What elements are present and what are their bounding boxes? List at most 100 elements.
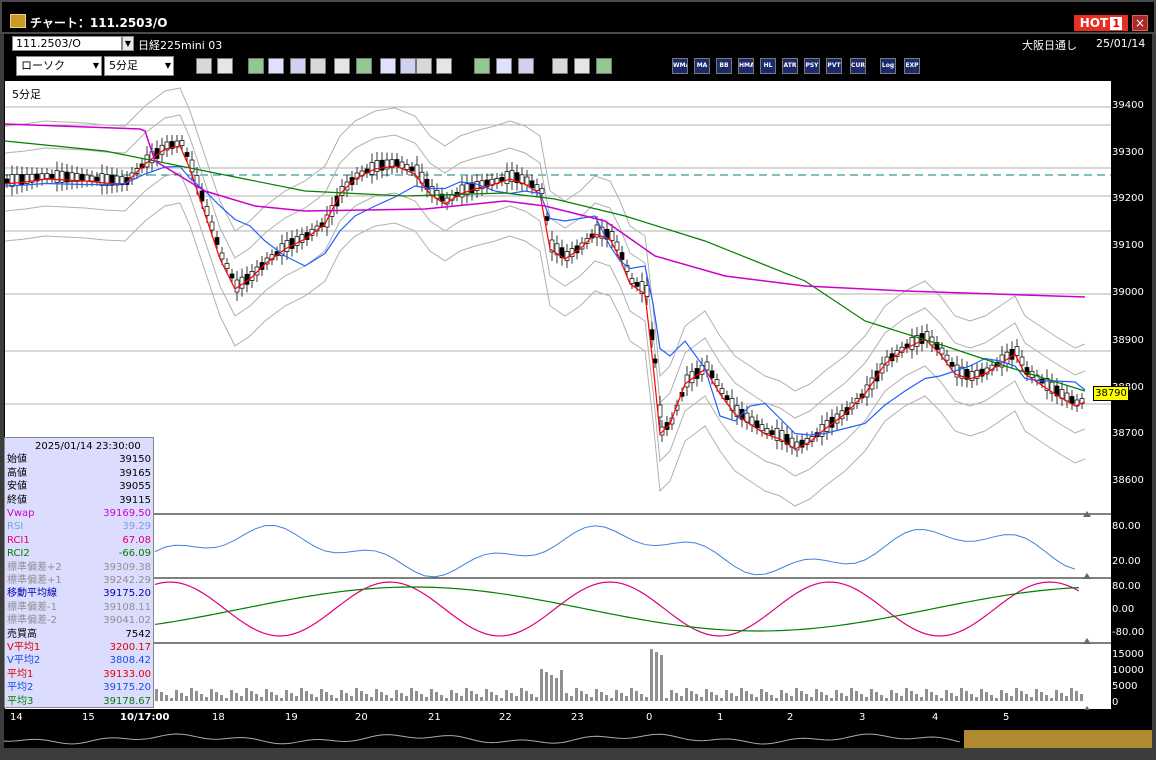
candle-body — [854, 398, 860, 404]
volume-bar — [245, 688, 248, 701]
volume-bar — [465, 688, 468, 701]
volume-bar — [370, 697, 373, 701]
candle-body — [619, 252, 625, 260]
candle-body — [624, 265, 630, 272]
chart-canvas[interactable] — [4, 81, 1113, 712]
volume-bar — [385, 695, 388, 701]
overview-scrollbar[interactable] — [3, 730, 1152, 748]
symbol-dropdown-icon[interactable]: ▼ — [122, 36, 134, 51]
compare-icon[interactable] — [574, 58, 590, 74]
candle-body — [179, 140, 185, 146]
indicator-button-bb[interactable]: BB — [716, 58, 732, 74]
indicator-button-ma[interactable]: MA — [694, 58, 710, 74]
data-row-key: 2025/01/14 23:30:00 — [35, 441, 141, 452]
candle-body — [724, 395, 730, 401]
volume-bar — [545, 672, 548, 701]
print-icon[interactable] — [310, 58, 326, 74]
rsi-tick-label: 80.00 — [1112, 521, 1141, 532]
volume-bar — [155, 689, 158, 701]
data-row: 標準偏差-2 39041.02 — [7, 614, 153, 627]
draw-icon[interactable] — [268, 58, 284, 74]
volume-bar — [405, 696, 408, 701]
candle-body — [464, 183, 470, 196]
volume-bar — [720, 698, 723, 701]
data-row-key: 始値 — [7, 454, 27, 466]
indicator-button-hl[interactable]: HL — [760, 58, 776, 74]
time-tick-label: 0 — [646, 712, 653, 723]
chart-window[interactable] — [4, 80, 1113, 712]
indicator-button-cur[interactable]: CUR — [850, 58, 866, 74]
indicator-button-pvt[interactable]: PVT — [826, 58, 842, 74]
trend-line-icon[interactable] — [248, 58, 264, 74]
volume-bar — [1075, 691, 1078, 701]
volume-bar — [1000, 690, 1003, 701]
zoom-in-icon[interactable] — [196, 58, 212, 74]
volume-bar — [225, 698, 228, 701]
delete-icon[interactable] — [334, 58, 350, 74]
close-button[interactable]: × — [1132, 15, 1148, 31]
data-row: 高値 39165 — [7, 467, 153, 480]
symbol-code-input[interactable]: 111.2503/O — [12, 36, 122, 51]
volume-bar — [810, 697, 813, 701]
volume-bar — [445, 698, 448, 701]
candle-body — [299, 234, 305, 243]
candle-body — [754, 420, 760, 429]
candle-body — [914, 335, 920, 347]
candle-body — [64, 171, 70, 183]
paint-icon[interactable] — [436, 58, 452, 74]
volume-bar — [555, 678, 558, 701]
indicator-button-atr[interactable]: ATR — [782, 58, 798, 74]
settings-icon[interactable] — [416, 58, 432, 74]
candle-body — [589, 233, 595, 239]
candle-body — [399, 161, 405, 169]
volume-bar — [700, 697, 703, 701]
chart-type-select[interactable]: ローソク ▼ — [16, 56, 102, 76]
candle-body — [294, 236, 300, 246]
color-icon[interactable] — [474, 58, 490, 74]
volume-bar — [1050, 698, 1053, 701]
hot-button[interactable]: HOT 1 — [1074, 15, 1128, 31]
candle-body — [1049, 381, 1055, 394]
indicator-button-psy[interactable]: PSY — [804, 58, 820, 74]
indicator-button-exp[interactable]: EXP — [904, 58, 920, 74]
blank-icon[interactable] — [596, 58, 612, 74]
candle-body — [59, 170, 65, 183]
time-axis[interactable] — [4, 710, 1152, 730]
pane-label: 5分足 — [12, 88, 41, 101]
undo-icon[interactable] — [290, 58, 306, 74]
crosshair-icon[interactable] — [217, 58, 233, 74]
volume-bar — [470, 691, 473, 701]
volume-bar — [335, 698, 338, 701]
data-row-value: 39165 — [119, 467, 151, 479]
volume-bar — [175, 690, 178, 701]
indicator-button-wma[interactable]: WMA — [672, 58, 688, 74]
candle-body — [249, 271, 255, 281]
bar-spacing-icon[interactable] — [380, 58, 396, 74]
candle-body — [469, 182, 475, 194]
interval-select[interactable]: 5分足 ▼ — [104, 56, 174, 76]
down-icon[interactable] — [496, 58, 512, 74]
volume-bar — [800, 691, 803, 701]
volume-bar — [380, 692, 383, 701]
candle-body — [259, 262, 265, 270]
candle-body — [139, 163, 145, 169]
zoom-icon[interactable] — [518, 58, 534, 74]
volume-bar — [660, 655, 663, 701]
volume-bar — [715, 695, 718, 701]
app-icon — [10, 14, 26, 28]
volume-bar — [480, 697, 483, 701]
indicator-button-log[interactable]: Log — [880, 58, 896, 74]
all-icon[interactable] — [400, 58, 416, 74]
chart-icon[interactable] — [552, 58, 568, 74]
volume-bar — [840, 693, 843, 701]
volume-bar — [490, 692, 493, 701]
volume-bar — [790, 696, 793, 701]
price-tick-label: 39200 — [1112, 193, 1144, 204]
price-tick-label: 39000 — [1112, 287, 1144, 298]
volume-bar — [765, 692, 768, 701]
indicator-button-hma[interactable]: HMA — [738, 58, 754, 74]
volume-bar — [1065, 696, 1068, 701]
bar-width-icon[interactable] — [356, 58, 372, 74]
volume-bar — [640, 694, 643, 701]
overview-scroll-canvas[interactable] — [3, 730, 1152, 748]
